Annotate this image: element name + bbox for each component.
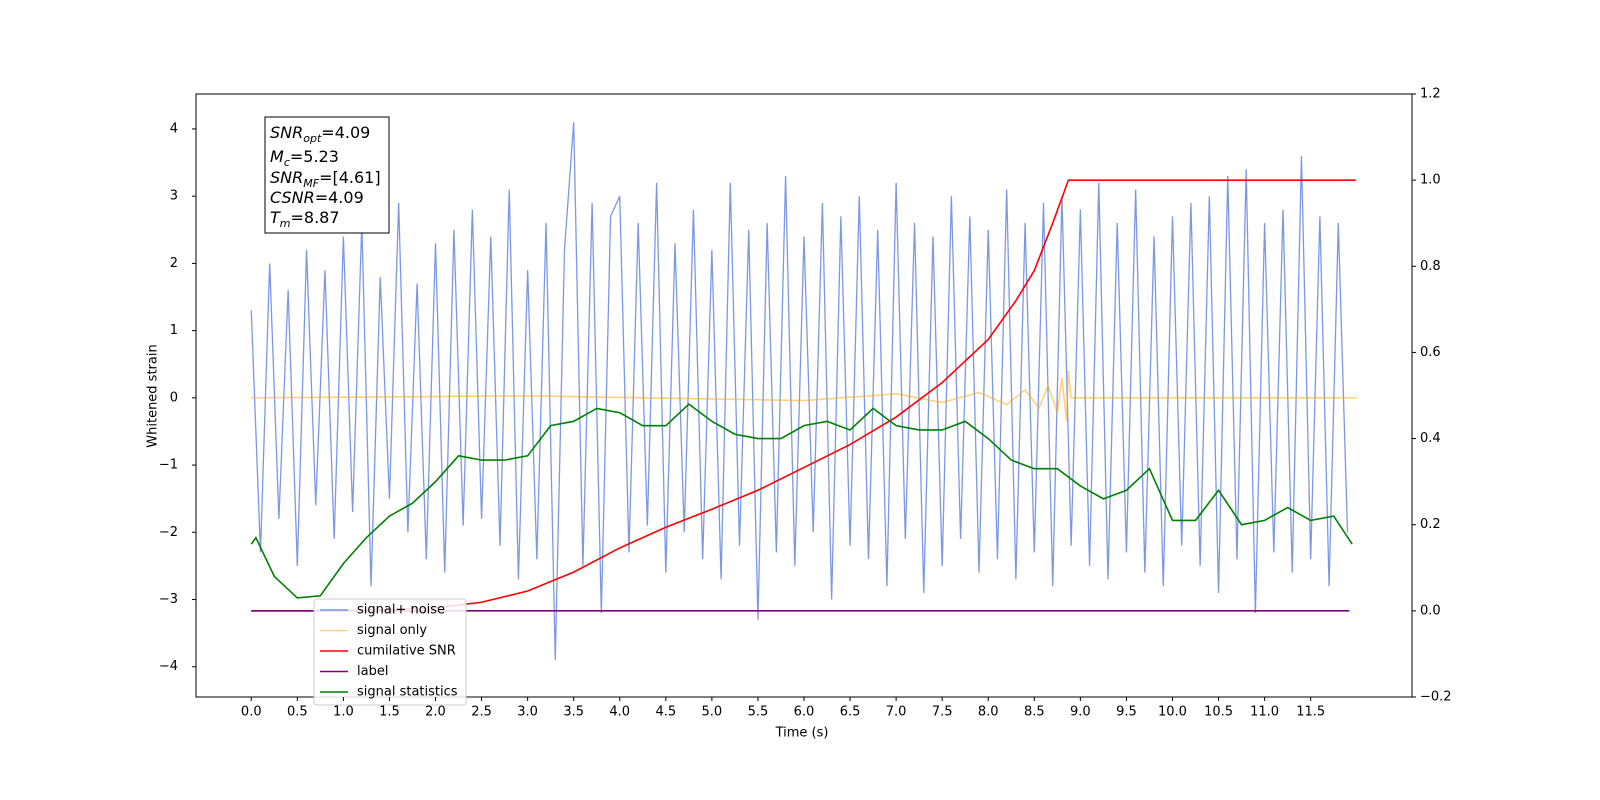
annotation-symbol: CSNR <box>270 188 315 207</box>
y2-tick-label: 0.6 <box>1420 345 1441 360</box>
annotation-frame <box>264 116 390 234</box>
y2-tick-label: 1.0 <box>1420 173 1441 188</box>
series-line <box>250 122 1349 661</box>
legend: signal+ noise signal only cumilative SNR la… <box>313 598 467 706</box>
y-tick-label: −3 <box>159 592 178 607</box>
series-line <box>251 370 1357 422</box>
annotation-subscript: opt <box>303 132 322 145</box>
x-tick-label: 7.0 <box>886 705 907 720</box>
annotation-line: SNRMF=[4.61] <box>270 168 381 190</box>
annotation-subscript: MF <box>303 177 319 190</box>
x-tick-label: 10.0 <box>1158 705 1187 720</box>
y-tick-label: −2 <box>159 525 178 540</box>
annotation-box: SNRopt=4.09Mc=5.23SNRMF=[4.61]CSNR=4.09T… <box>264 116 390 234</box>
annotation-value: =5.23 <box>290 147 339 166</box>
annotation-line: CSNR=4.09 <box>270 188 364 207</box>
y-tick-label: 1 <box>170 323 178 338</box>
annotation-line: SNRopt=4.09 <box>270 123 370 145</box>
x-tick-label: 3.0 <box>517 705 538 720</box>
x-tick-label: 2.5 <box>471 705 492 720</box>
legend-label: label <box>357 664 388 679</box>
legend-label: signal+ noise <box>357 603 445 618</box>
legend-label: cumilative SNR <box>357 644 456 659</box>
y2-tick-label: 0.0 <box>1420 603 1441 618</box>
y-tick-label: 4 <box>170 121 178 136</box>
legend-label: signal statistics <box>357 685 458 700</box>
x-tick-label: 11.5 <box>1296 705 1325 720</box>
x-tick-label: 5.0 <box>702 705 723 720</box>
y-tick-label: 2 <box>170 256 178 271</box>
annotation-subscript: c <box>284 156 290 169</box>
annotation-subscript: m <box>280 217 291 230</box>
y2-tick-label: 0.8 <box>1420 259 1441 274</box>
y-tick-label: −4 <box>159 659 178 674</box>
y2-tick-label: 1.2 <box>1420 87 1441 102</box>
x-tick-label: 3.5 <box>563 705 584 720</box>
y2-tick-label: 0.2 <box>1420 517 1441 532</box>
y2-tick-label: −0.2 <box>1420 690 1452 705</box>
x-tick-label: 6.0 <box>794 705 815 720</box>
y-axis-label: Whitened strain <box>146 344 161 447</box>
x-tick-label: 6.5 <box>840 705 861 720</box>
annotation-symbol: SNR <box>270 123 303 142</box>
annotation-value: =[4.61] <box>319 168 381 187</box>
annotation-value: =4.09 <box>315 188 364 207</box>
x-axis-label: Time (s) <box>775 726 829 741</box>
annotation-line: Mc=5.23 <box>270 147 339 169</box>
y2-tick-label: 0.4 <box>1420 431 1441 446</box>
y-tick-label: −1 <box>159 458 178 473</box>
plot-area <box>250 122 1357 661</box>
annotation-value: =4.09 <box>321 123 370 142</box>
y-tick-label: 3 <box>170 189 178 204</box>
x-tick-label: 7.5 <box>932 705 953 720</box>
x-tick-label: 5.5 <box>748 705 769 720</box>
x-tick-label: 9.5 <box>1116 705 1137 720</box>
x-tick-label: 0.0 <box>241 705 262 720</box>
x-tick-label: 4.0 <box>609 705 630 720</box>
annotation-symbol: M <box>270 147 284 166</box>
annotation-symbol: T <box>270 208 281 227</box>
x-tick-label: 1.5 <box>379 705 400 720</box>
x-tick-label: 2.0 <box>425 705 446 720</box>
series-line <box>251 179 1356 612</box>
x-tick-label: 9.0 <box>1070 705 1091 720</box>
x-tick-label: 8.5 <box>1024 705 1045 720</box>
series-line <box>250 403 1353 599</box>
annotation-value: =8.87 <box>291 208 340 227</box>
x-tick-label: 10.5 <box>1204 705 1233 720</box>
legend-label: signal only <box>357 623 427 638</box>
x-tick-label: 11.0 <box>1250 705 1279 720</box>
y-tick-label: 0 <box>170 390 178 405</box>
x-tick-label: 1.0 <box>333 705 354 720</box>
annotation-line: Tm=8.87 <box>270 208 340 230</box>
legend-frame <box>313 598 467 706</box>
x-tick-label: 4.5 <box>655 705 676 720</box>
annotation-symbol: SNR <box>270 168 303 187</box>
x-tick-label: 0.5 <box>287 705 308 720</box>
x-tick-label: 8.0 <box>978 705 999 720</box>
